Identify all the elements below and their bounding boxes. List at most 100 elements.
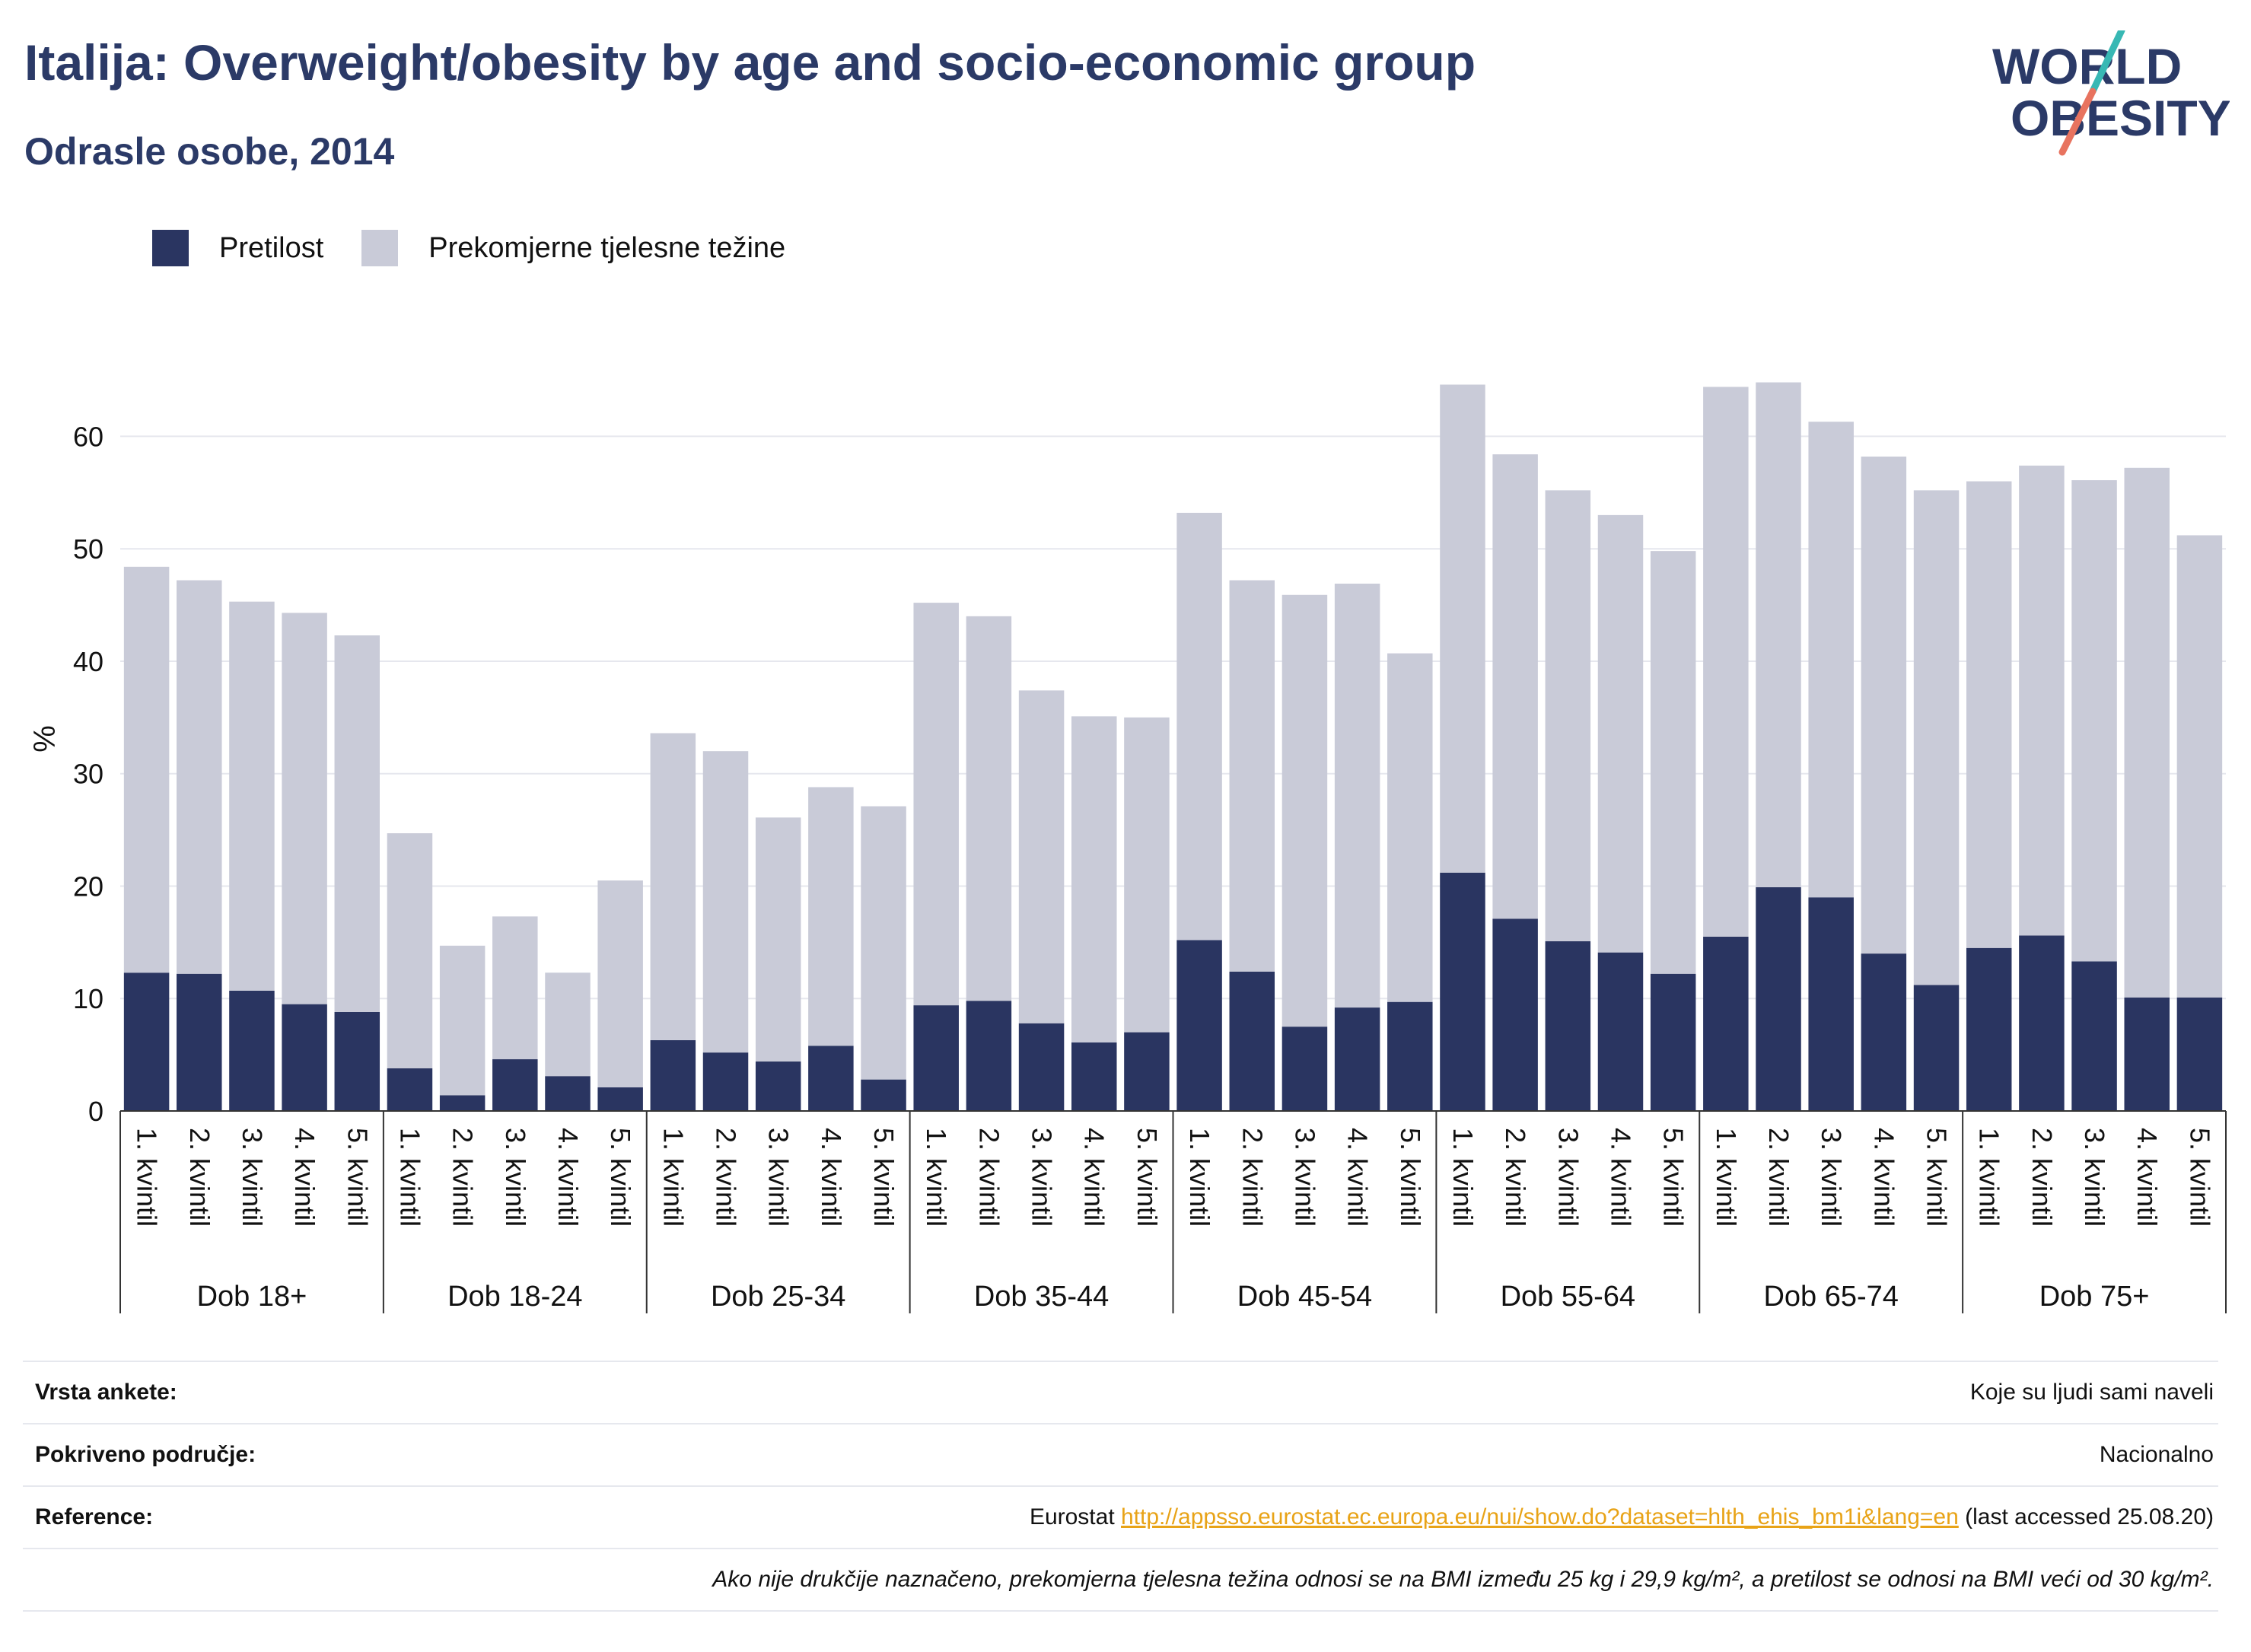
bar-obesity	[177, 973, 222, 1111]
group-label: Dob 25-34	[711, 1281, 845, 1313]
x-tick-label: 5. kvintil	[1132, 1128, 1163, 1227]
bar-obesity	[1071, 1042, 1117, 1111]
bar-overweight	[1913, 490, 1960, 985]
bar-overweight	[492, 916, 538, 1060]
bar-overweight	[1018, 690, 1065, 1023]
bar-obesity	[229, 990, 275, 1111]
x-tick-label: 5. kvintil	[1921, 1128, 1953, 1227]
reference-accessed: (last accessed 25.08.20)	[1958, 1504, 2214, 1529]
bar-obesity	[2124, 997, 2170, 1111]
x-tick-label: 1. kvintil	[1184, 1128, 1215, 1227]
bar-obesity	[1756, 886, 1801, 1111]
x-tick-label: 5. kvintil	[2184, 1128, 2215, 1227]
x-tick-label: 4. kvintil	[816, 1128, 847, 1227]
bar-overweight	[177, 580, 222, 974]
x-tick-label: 5. kvintil	[1395, 1128, 1426, 1227]
bar-obesity	[808, 1046, 854, 1111]
x-tick-label: 1. kvintil	[657, 1128, 689, 1227]
bar-obesity	[1492, 918, 1538, 1111]
bar-obesity	[1966, 947, 2012, 1111]
bar-overweight	[1756, 382, 1801, 887]
bar-overweight	[1387, 653, 1433, 1002]
group-label: Dob 18-24	[447, 1281, 582, 1313]
bar-overweight	[1492, 454, 1538, 919]
bar-overweight	[1650, 551, 1696, 974]
bar-overweight	[702, 751, 749, 1053]
bar-overweight	[650, 733, 696, 1040]
bar-overweight	[282, 613, 327, 1004]
bar-overweight	[1808, 422, 1854, 898]
bar-overweight	[1176, 512, 1222, 941]
meta-value-reference: Eurostat http://appsso.eurostat.ec.europ…	[1030, 1504, 2218, 1530]
legend-item-overweight[interactable]: Prekomjerne tjelesne težine	[361, 230, 785, 266]
bar-overweight	[808, 787, 854, 1046]
meta-label-coverage: Pokriveno područje:	[35, 1442, 256, 1467]
bar-obesity	[2071, 961, 2117, 1111]
bar-obesity	[597, 1087, 643, 1111]
bar-overweight	[439, 945, 486, 1096]
bar-overweight	[1229, 580, 1275, 972]
world-obesity-logo: WORLD OBESITY	[1992, 30, 2230, 156]
legend-label-obesity: Pretilost	[219, 231, 324, 264]
bar-obesity	[1282, 1027, 1328, 1111]
x-tick-label: 3. kvintil	[500, 1128, 531, 1227]
group-label: Dob 65-74	[1763, 1281, 1898, 1313]
bar-obesity	[1176, 940, 1222, 1111]
legend-swatch-obesity	[152, 230, 189, 266]
bar-obesity	[1861, 953, 1907, 1111]
bar-obesity	[387, 1068, 433, 1111]
y-tick-label: 50	[73, 533, 103, 565]
x-tick-label: 5. kvintil	[1658, 1128, 1689, 1227]
reference-link[interactable]: http://appsso.eurostat.ec.europa.eu/nui/…	[1121, 1504, 1959, 1529]
bar-obesity	[334, 1011, 380, 1111]
x-tick-label: 2. kvintil	[447, 1128, 479, 1227]
x-tick-label: 2. kvintil	[1500, 1128, 1531, 1227]
bar-overweight	[2071, 480, 2117, 962]
y-tick-label: 30	[73, 759, 103, 790]
x-tick-label: 3. kvintil	[1289, 1128, 1320, 1227]
logo-text-obesity: OBESITY	[2011, 90, 2230, 146]
y-tick-label: 40	[73, 646, 103, 677]
x-tick-label: 4. kvintil	[289, 1128, 320, 1227]
x-tick-label: 5. kvintil	[342, 1128, 373, 1227]
x-tick-label: 2. kvintil	[973, 1128, 1005, 1227]
legend-item-obesity[interactable]: Pretilost	[152, 230, 323, 266]
x-tick-label: 3. kvintil	[763, 1128, 794, 1227]
bar-obesity	[1124, 1032, 1170, 1111]
meta-row-survey-type: Vrsta ankete: Koje su ljudi sami naveli	[23, 1361, 2218, 1423]
bar-obesity	[1334, 1007, 1380, 1111]
bar-obesity	[282, 1004, 327, 1111]
group-label: Dob 75+	[2039, 1281, 2150, 1313]
x-tick-label: 2. kvintil	[711, 1128, 742, 1227]
chart-subtitle: Odrasle osobe, 2014	[24, 130, 395, 173]
bar-obesity	[439, 1095, 486, 1111]
bar-obesity	[1913, 985, 1960, 1111]
bar-overweight	[861, 806, 906, 1080]
bar-obesity	[755, 1061, 801, 1111]
bar-obesity	[123, 972, 170, 1111]
bar-obesity	[1545, 941, 1591, 1111]
y-tick-label: 10	[73, 983, 103, 1014]
chart-legend: Pretilost Prekomjerne tjelesne težine	[152, 225, 823, 271]
y-tick-label: 60	[73, 421, 103, 452]
x-tick-label: 1. kvintil	[1711, 1128, 1742, 1227]
meta-label-reference: Reference:	[35, 1504, 154, 1529]
bar-overweight	[1703, 387, 1749, 937]
legend-swatch-overweight	[361, 230, 399, 266]
bar-obesity	[1808, 897, 1854, 1111]
logo-slash-coral	[2058, 88, 2097, 156]
bar-obesity	[861, 1079, 906, 1111]
bar-obesity	[1387, 1001, 1433, 1111]
bar-overweight	[2019, 465, 2065, 936]
bar-overweight	[2176, 535, 2223, 998]
bar-overweight	[597, 880, 643, 1087]
bar-overweight	[1597, 514, 1644, 953]
x-tick-label: 2. kvintil	[2027, 1128, 2058, 1227]
meta-value-coverage: Nacionalno	[2099, 1442, 2214, 1467]
bar-obesity	[545, 1076, 591, 1111]
group-label: Dob 18+	[197, 1281, 307, 1313]
x-tick-label: 4. kvintil	[552, 1128, 584, 1227]
chart-title: Italija: Overweight/obesity by age and s…	[24, 34, 1476, 91]
x-tick-label: 1. kvintil	[1974, 1128, 2005, 1227]
x-tick-label: 4. kvintil	[2132, 1128, 2163, 1227]
